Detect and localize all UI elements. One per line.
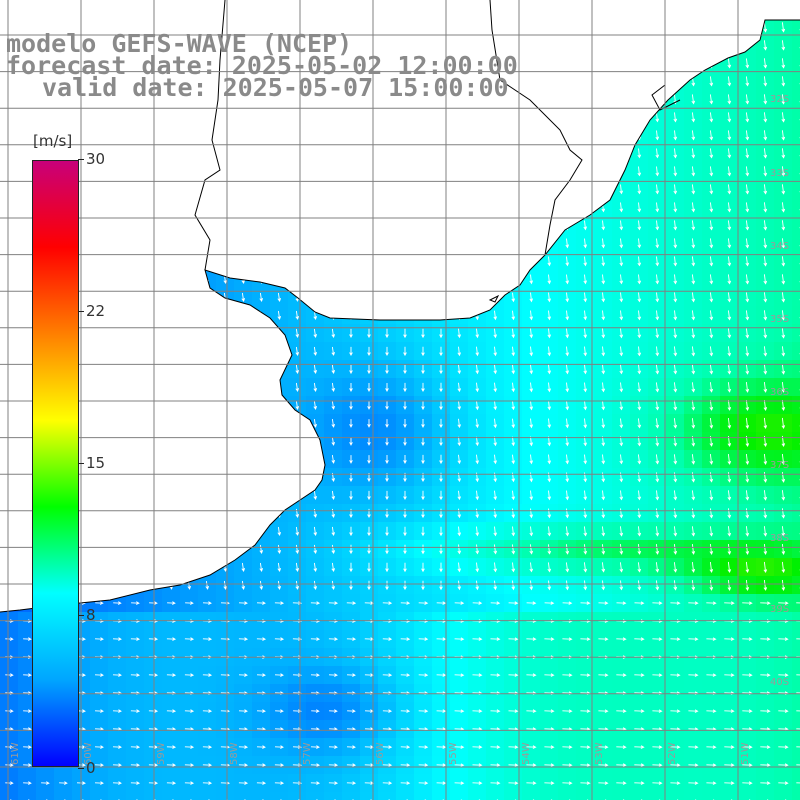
lon-label: 59W [156, 742, 167, 765]
lat-label: 35S [770, 314, 789, 325]
land-area [0, 0, 800, 612]
lon-label: 58W [229, 742, 240, 765]
colorbar-tick-label: 30 [77, 150, 106, 168]
longitude-labels: 61W 60W 59W 58W 57W 56W 55W 54W 53W 52W 51W [10, 742, 751, 765]
valid-date: valid date: 2025-05-07 15:00:00 [42, 73, 509, 102]
lat-label: 33S [770, 168, 789, 179]
lat-label: 32S [770, 94, 789, 105]
lon-label: 51W [740, 742, 751, 765]
colorbar [32, 160, 79, 767]
colorbar-tick-label: 8 [78, 606, 96, 624]
colorbar-unit: [m/s] [33, 132, 73, 150]
model-title: modelo GEFS-WAVE (NCEP) [6, 29, 353, 58]
lon-label: 56W [375, 742, 386, 765]
lat-label: 34S [770, 241, 789, 252]
lat-label: 38S [770, 533, 789, 544]
lat-label: 39S [770, 604, 789, 615]
lon-label: 52W [667, 742, 678, 765]
latitude-labels: 32S 33S 34S 35S 36S 37S 38S 39S 40S [770, 94, 789, 688]
lon-label: 57W [302, 742, 313, 765]
lon-label: 55W [448, 742, 459, 765]
lat-label: 36S [770, 387, 789, 398]
lon-label: 61W [10, 742, 21, 765]
colorbar-tick-label: 15 [77, 454, 106, 472]
colorbar-tick-label: 22 [77, 302, 106, 320]
lat-label: 37S [770, 460, 789, 471]
forecast-date: forecast date: 2025-05-02 12:00:00 [6, 51, 518, 80]
lat-label: 40S [770, 677, 789, 688]
lon-label: 54W [521, 742, 532, 765]
lon-label: 60W [83, 742, 94, 765]
colorbar-tick-label: 0 [78, 759, 96, 777]
lon-label: 53W [594, 742, 605, 765]
